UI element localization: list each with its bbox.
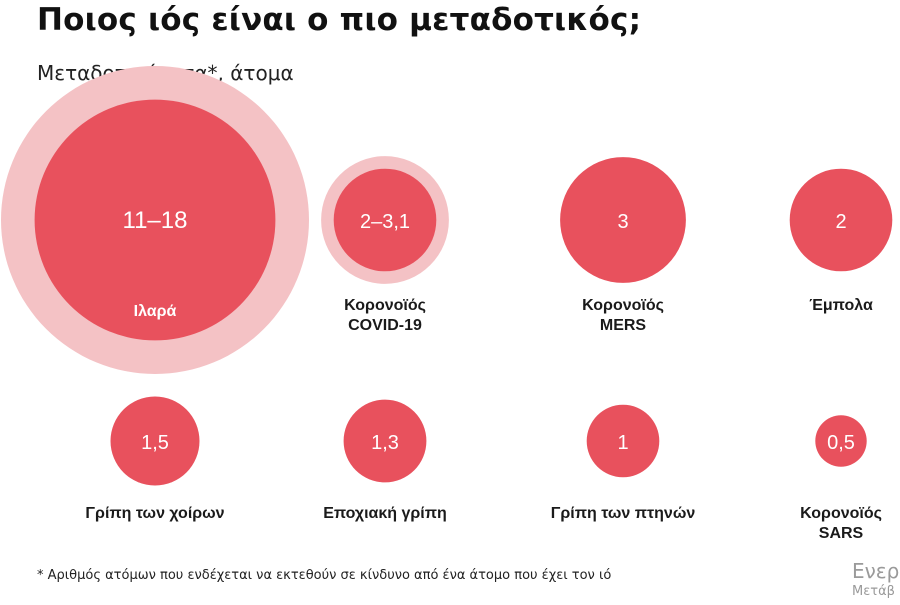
bubble-κορονοιος-covid-19: 2–3,1 Κορονοϊός COVID-19 [321, 156, 449, 334]
footnote: * Αριθμός ατόμων που ενδέχεται να εκτεθο… [37, 568, 612, 583]
bubble-value-label: 11–18 [123, 207, 188, 234]
bubble-value-label: 1 [617, 432, 628, 454]
bubble-core-circle [789, 168, 893, 272]
bubble-name-label: Κορονοϊός [582, 297, 664, 314]
bubble-value-label: 3 [617, 211, 628, 233]
bubble-γριπη-των-χοιρων: 1,5 Γρίπη των χοίρων [85, 396, 225, 522]
bubble-ιλαρα: 11–18 Ιλαρά [1, 66, 309, 374]
bubble-name-label: Ιλαρά [134, 303, 177, 320]
bubble-name-label: Γρίπη των πτηνών [551, 505, 696, 522]
bubble-name-label: Γρίπη των χοίρων [85, 505, 224, 522]
bubble-name-label: SARS [819, 525, 864, 542]
watermark-line-2: Μετάβ [852, 584, 895, 599]
bubble-γριπη-των-πτηνων: 1 Γρίπη των πτηνών [551, 404, 696, 522]
bubble-value-label: 1,5 [141, 432, 169, 454]
bubble-κορονοιος-mers: 3 Κορονοϊός MERS [560, 157, 686, 334]
bubble-core-circle [343, 399, 427, 483]
bubble-name-label: COVID-19 [348, 317, 422, 334]
bubble-core-circle [560, 157, 686, 283]
watermark-line-1: Ενερ [852, 559, 900, 583]
bubble-core-circle [586, 404, 660, 478]
bubble-core-circle [815, 415, 867, 467]
bubble-value-label: 2 [835, 211, 846, 233]
bubble-core-circle [34, 99, 276, 341]
bubble-value-label: 2–3,1 [360, 211, 410, 233]
bubble-κορονοιος-sars: 0,5 Κορονοϊός SARS [800, 415, 882, 542]
bubble-core-circle [333, 168, 437, 272]
bubble-value-label: 1,3 [371, 432, 399, 454]
bubble-core-circle [110, 396, 200, 486]
bubble-value-label: 0,5 [827, 432, 855, 454]
bubble-name-label: Κορονοϊός [800, 505, 882, 522]
bubble-εμπολα: 2 Έμπολα [789, 168, 893, 314]
bubble-name-label: Εποχιακή γρίπη [323, 505, 447, 522]
bubble-name-label: Κορονοϊός [344, 297, 426, 314]
bubble-name-label: Έμπολα [809, 297, 873, 314]
chart-title: Ποιος ιός είναι ο πιο μεταδοτικός; [37, 2, 642, 38]
bubble-εποχιακη-γριπη: 1,3 Εποχιακή γρίπη [323, 399, 447, 522]
activation-watermark: Ενερ Μετάβ [852, 559, 900, 605]
bubble-chart: 11–18 Ιλαρά 2–3,1 Κορονοϊός COVID-19 3 Κορονοϊ… [1, 66, 893, 542]
bubble-name-label: MERS [600, 317, 647, 334]
